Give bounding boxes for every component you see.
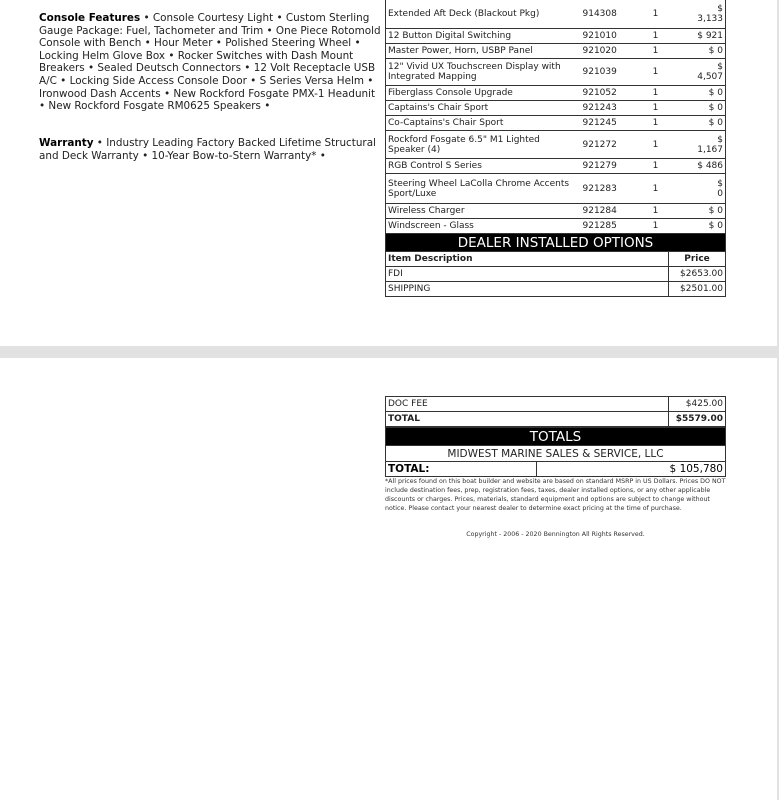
scrollbar[interactable]	[777, 0, 779, 800]
option-code: 921245	[580, 115, 643, 131]
grand-totals: TOTALS MIDWEST MARINE SALES & SERVICE, L…	[385, 427, 726, 477]
col-item-description: Item Description	[385, 251, 669, 267]
dealer-options-header: DEALER INSTALLED OPTIONS	[385, 233, 726, 252]
fees-total-value: $5579.00	[668, 411, 726, 427]
totals-table: DOC FEE $425.00 TOTAL $5579.00	[385, 396, 726, 427]
option-row: 12 Button Digital Switching 921010 1 $ 921	[385, 28, 726, 44]
option-price: $ 0	[668, 218, 726, 234]
console-text: • Console Courtesy Light • Custom Sterli…	[39, 12, 381, 113]
option-code: 921285	[580, 218, 643, 234]
option-row: Captains's Chair Sport 921243 1 $ 0	[385, 100, 726, 116]
dealer-name: MIDWEST MARINE SALES & SERVICE, LLC	[385, 445, 726, 462]
option-qty: 1	[642, 115, 669, 131]
option-qty: 1	[642, 203, 669, 219]
option-row: Rockford Fosgate 6.5" M1 Lighted Speaker…	[385, 130, 726, 159]
option-description: 12" Vivid UX Touchscreen Display with In…	[385, 58, 581, 86]
option-qty: 1	[642, 218, 669, 234]
option-price: $ 4,507	[668, 58, 726, 86]
option-price: $ 1,167	[668, 130, 726, 159]
option-price: $ 0	[668, 43, 726, 59]
dealer-item-desc: FDI	[385, 266, 669, 282]
option-description: RGB Control S Series	[385, 158, 581, 174]
option-code: 921020	[580, 43, 643, 59]
option-description: 12 Button Digital Switching	[385, 28, 581, 44]
warranty: Warranty • Industry Leading Factory Back…	[39, 137, 381, 162]
doc-fee-value: $425.00	[668, 396, 726, 412]
grand-total-label: TOTAL:	[385, 461, 537, 477]
option-row: Steering Wheel LaColla Chrome Accents Sp…	[385, 173, 726, 204]
option-description: Master Power, Horn, USBP Panel	[385, 43, 581, 59]
option-row: Wireless Charger 921284 1 $ 0	[385, 203, 726, 219]
option-qty: 1	[642, 0, 669, 29]
option-code: 921283	[580, 173, 643, 204]
option-code: 921052	[580, 85, 643, 101]
col-price: Price	[668, 251, 726, 267]
option-qty: 1	[642, 100, 669, 116]
option-row: 12" Vivid UX Touchscreen Display with In…	[385, 58, 726, 86]
option-description: Co-Captains's Chair Sport	[385, 115, 581, 131]
option-code: 921279	[580, 158, 643, 174]
option-qty: 1	[642, 58, 669, 86]
option-code: 921010	[580, 28, 643, 44]
option-code: 921039	[580, 58, 643, 86]
option-qty: 1	[642, 130, 669, 159]
option-description: Rockford Fosgate 6.5" M1 Lighted Speaker…	[385, 130, 581, 159]
option-description: Wireless Charger	[385, 203, 581, 219]
option-price: $ 0	[668, 85, 726, 101]
option-description: Extended Aft Deck (Blackout Pkg)	[385, 0, 581, 29]
dealer-item-price: $2653.00	[668, 266, 726, 282]
fees-total-label: TOTAL	[385, 411, 669, 427]
dealer-item-desc: SHIPPING	[385, 281, 669, 297]
option-row: RGB Control S Series 921279 1 $ 486	[385, 158, 726, 174]
dealer-row: SHIPPING $2501.00	[385, 281, 726, 297]
option-price: $ 921	[668, 28, 726, 44]
copyright: Copyright - 2006 - 2020 Bennington All R…	[466, 531, 645, 538]
grand-total-value: $ 105,780	[536, 461, 726, 477]
disclaimer: *All prices found on this boat builder a…	[385, 478, 726, 512]
option-row: Co-Captains's Chair Sport 921245 1 $ 0	[385, 115, 726, 131]
warranty-text: • Industry Leading Factory Backed Lifeti…	[39, 137, 376, 162]
warranty-heading: Warranty	[39, 137, 94, 149]
console-features: Console Features • Console Courtesy Ligh…	[39, 12, 381, 113]
option-row: Fiberglass Console Upgrade 921052 1 $ 0	[385, 85, 726, 101]
option-qty: 1	[642, 85, 669, 101]
option-description: Steering Wheel LaColla Chrome Accents Sp…	[385, 173, 581, 204]
option-row: Windscreen - Glass 921285 1 $ 0	[385, 218, 726, 234]
option-qty: 1	[642, 158, 669, 174]
dealer-item-price: $2501.00	[668, 281, 726, 297]
totals-header: TOTALS	[385, 427, 726, 446]
option-description: Captains's Chair Sport	[385, 100, 581, 116]
option-price: $ 486	[668, 158, 726, 174]
option-description: Fiberglass Console Upgrade	[385, 85, 581, 101]
option-row: Extended Aft Deck (Blackout Pkg) 914308 1 $…	[385, 0, 726, 29]
console-heading: Console Features	[39, 12, 141, 24]
options-table: Extended Aft Deck (Blackout Pkg) 914308 1 $…	[385, 0, 726, 297]
option-row: Master Power, Horn, USBP Panel 921020 1 $ 0	[385, 43, 726, 59]
option-price: $ 0	[668, 115, 726, 131]
option-description: Windscreen - Glass	[385, 218, 581, 234]
option-code: 921284	[580, 203, 643, 219]
option-qty: 1	[642, 173, 669, 204]
option-price: $ 0	[668, 173, 726, 204]
page-break	[0, 346, 779, 358]
option-code: 921243	[580, 100, 643, 116]
option-qty: 1	[642, 28, 669, 44]
option-code: 921272	[580, 130, 643, 159]
option-price: $ 0	[668, 100, 726, 116]
option-price: $ 0	[668, 203, 726, 219]
doc-fee-label: DOC FEE	[385, 396, 669, 412]
dealer-row: FDI $2653.00	[385, 266, 726, 282]
option-code: 914308	[580, 0, 643, 29]
option-qty: 1	[642, 43, 669, 59]
option-price: $ 3,133	[668, 0, 726, 29]
